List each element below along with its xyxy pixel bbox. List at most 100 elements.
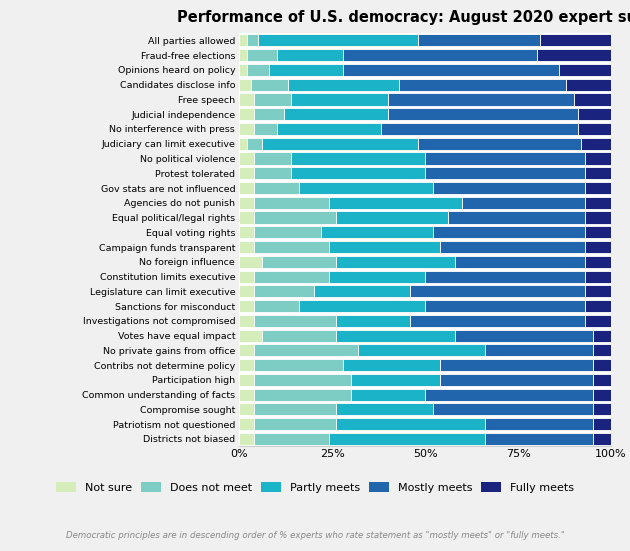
Bar	[239, 403, 255, 415]
Bar	[329, 241, 440, 253]
Bar	[329, 433, 484, 445]
Bar	[425, 167, 585, 179]
Bar	[541, 34, 611, 46]
Bar	[585, 256, 611, 268]
Bar	[321, 226, 433, 239]
Bar	[440, 241, 585, 253]
Bar	[255, 403, 336, 415]
Bar	[593, 418, 611, 430]
Bar	[239, 108, 255, 120]
Bar	[455, 329, 593, 342]
Bar	[239, 212, 255, 224]
Bar	[585, 226, 611, 239]
Bar	[292, 153, 425, 165]
Bar	[255, 167, 292, 179]
Bar	[239, 300, 255, 312]
Bar	[537, 49, 611, 61]
Bar	[255, 300, 299, 312]
Bar	[255, 226, 321, 239]
Bar	[239, 197, 255, 209]
Bar	[566, 79, 611, 91]
Bar	[247, 64, 269, 76]
Bar	[593, 344, 611, 356]
Bar	[255, 433, 329, 445]
Bar	[343, 64, 559, 76]
Bar	[277, 49, 343, 61]
Bar	[255, 212, 336, 224]
Bar	[247, 34, 258, 46]
Bar	[433, 182, 585, 194]
Bar	[578, 123, 611, 135]
Bar	[484, 344, 593, 356]
Bar	[336, 315, 410, 327]
Bar	[314, 285, 410, 298]
Bar	[255, 388, 351, 401]
Bar	[455, 256, 585, 268]
Bar	[585, 241, 611, 253]
Bar	[239, 64, 247, 76]
Bar	[239, 256, 261, 268]
Bar	[255, 374, 351, 386]
Bar	[585, 285, 611, 298]
Bar	[433, 403, 593, 415]
Bar	[261, 329, 336, 342]
Bar	[258, 34, 418, 46]
Bar	[288, 79, 399, 91]
Legend: Not sure, Does not meet, Partly meets, Mostly meets, Fully meets: Not sure, Does not meet, Partly meets, M…	[56, 482, 574, 493]
Bar	[239, 418, 255, 430]
Text: Democratic principles are in descending order of % experts who rate statement as: Democratic principles are in descending …	[66, 531, 564, 540]
Bar	[410, 315, 585, 327]
Bar	[239, 374, 255, 386]
Bar	[239, 344, 255, 356]
Bar	[462, 197, 585, 209]
Bar	[336, 212, 447, 224]
Bar	[239, 329, 261, 342]
Bar	[343, 359, 440, 371]
Bar	[581, 138, 611, 150]
Bar	[239, 271, 255, 283]
Bar	[255, 418, 336, 430]
Bar	[247, 138, 261, 150]
Bar	[559, 64, 611, 76]
Bar	[247, 49, 277, 61]
Bar	[255, 344, 358, 356]
Bar	[593, 403, 611, 415]
Bar	[399, 79, 566, 91]
Bar	[433, 226, 585, 239]
Bar	[255, 182, 299, 194]
Bar	[425, 271, 585, 283]
Bar	[292, 167, 425, 179]
Bar	[239, 359, 255, 371]
Bar	[440, 359, 593, 371]
Bar	[284, 108, 388, 120]
Bar	[425, 300, 585, 312]
Bar	[255, 359, 343, 371]
Bar	[255, 197, 329, 209]
Bar	[269, 64, 343, 76]
Bar	[239, 315, 255, 327]
Bar	[351, 374, 440, 386]
Bar	[418, 34, 541, 46]
Title: Performance of U.S. democracy: August 2020 expert survey: Performance of U.S. democracy: August 20…	[177, 10, 630, 25]
Bar	[329, 271, 425, 283]
Bar	[585, 182, 611, 194]
Bar	[593, 329, 611, 342]
Bar	[351, 388, 425, 401]
Bar	[255, 271, 329, 283]
Bar	[239, 433, 255, 445]
Bar	[585, 212, 611, 224]
Bar	[239, 123, 255, 135]
Bar	[593, 374, 611, 386]
Bar	[585, 271, 611, 283]
Bar	[239, 94, 255, 106]
Bar	[299, 300, 425, 312]
Bar	[388, 94, 574, 106]
Bar	[578, 108, 611, 120]
Bar	[593, 388, 611, 401]
Bar	[410, 285, 585, 298]
Bar	[239, 153, 255, 165]
Bar	[239, 241, 255, 253]
Bar	[585, 300, 611, 312]
Bar	[447, 212, 585, 224]
Bar	[425, 388, 592, 401]
